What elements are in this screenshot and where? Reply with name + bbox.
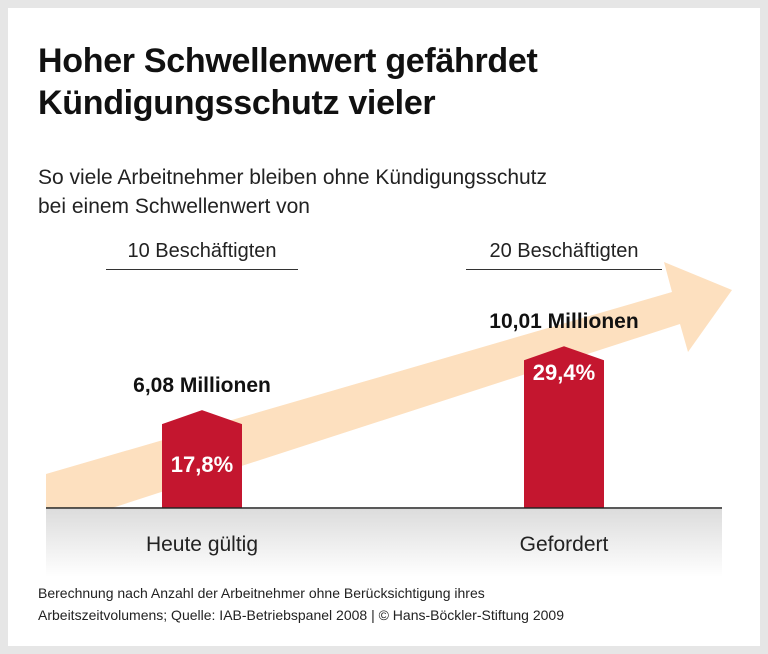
page-title: Hoher Schwellenwert gefährdet Kündigungs… [38, 40, 538, 124]
subtitle-line-1: So viele Arbeitnehmer bleiben ohne Kündi… [38, 166, 548, 189]
value-label-1: 17,8% [170, 452, 234, 478]
footnote: Berechnung nach Anzahl der Arbeitnehmer … [38, 582, 564, 626]
title-line-1: Hoher Schwellenwert gefährdet [38, 42, 538, 80]
group-label-2: 20 Beschäftigten [466, 240, 662, 270]
annotation-1: 6,08 Millionen [133, 374, 271, 398]
group-label-1: 10 Beschäftigten [106, 240, 298, 270]
category-label-1: Heute gültig [145, 533, 259, 556]
subtitle-line-2: bei einem Schwellenwert von [38, 195, 310, 218]
annotation-2: 10,01 Millionen [489, 310, 639, 334]
title-line-2: Kündigungsschutz vieler [38, 84, 436, 122]
footnote-line-1: Berechnung nach Anzahl der Arbeitnehmer … [38, 585, 485, 601]
bar-1 [162, 410, 242, 508]
floor-shade [46, 509, 722, 577]
category-label-2: Gefordert [519, 533, 609, 556]
bar-2 [524, 346, 604, 508]
footnote-line-2: Arbeitszeitvolumens; Quelle: IAB-Betrieb… [38, 607, 564, 623]
subtitle: So viele Arbeitnehmer bleiben ohne Kündi… [38, 163, 547, 221]
value-label-2: 29,4% [532, 360, 596, 386]
